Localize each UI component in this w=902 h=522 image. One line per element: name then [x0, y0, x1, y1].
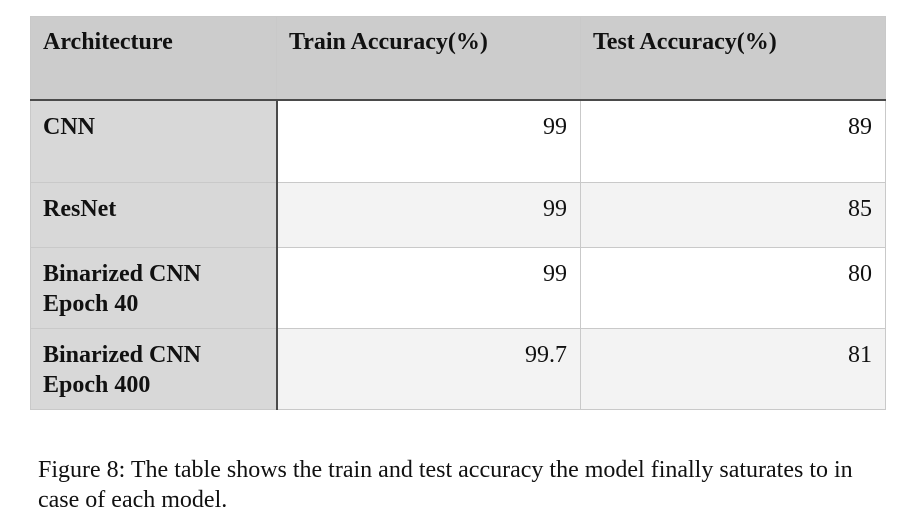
test-accuracy-cell: 85	[580, 182, 886, 248]
table-row: ResNet 99 85	[30, 182, 886, 248]
train-accuracy-cell: 99	[276, 99, 581, 183]
architecture-cell: Binarized CNN Epoch 400	[30, 328, 278, 410]
table-row: Binarized CNN Epoch 40 99 80	[30, 247, 886, 329]
train-accuracy-cell: 99	[276, 182, 581, 248]
architecture-cell: ResNet	[30, 182, 278, 248]
table-row: CNN 99 89	[30, 99, 886, 183]
header-test-accuracy: Test Accuracy(%)	[580, 16, 886, 101]
architecture-cell: CNN	[30, 99, 278, 183]
header-architecture: Architecture	[30, 16, 277, 101]
train-accuracy-cell: 99	[276, 247, 581, 329]
architecture-cell: Binarized CNN Epoch 40	[30, 247, 278, 329]
test-accuracy-cell: 81	[580, 328, 886, 410]
table-row: Binarized CNN Epoch 400 99.7 81	[30, 328, 886, 410]
header-train-accuracy: Train Accuracy(%)	[276, 16, 581, 101]
test-accuracy-cell: 89	[580, 99, 886, 183]
header-row: Architecture Train Accuracy(%) Test Accu…	[30, 16, 886, 101]
test-accuracy-cell: 80	[580, 247, 886, 329]
results-table: Architecture Train Accuracy(%) Test Accu…	[30, 16, 886, 410]
figure-caption: Figure 8: The table shows the train and …	[38, 457, 853, 513]
train-accuracy-cell: 99.7	[276, 328, 581, 410]
